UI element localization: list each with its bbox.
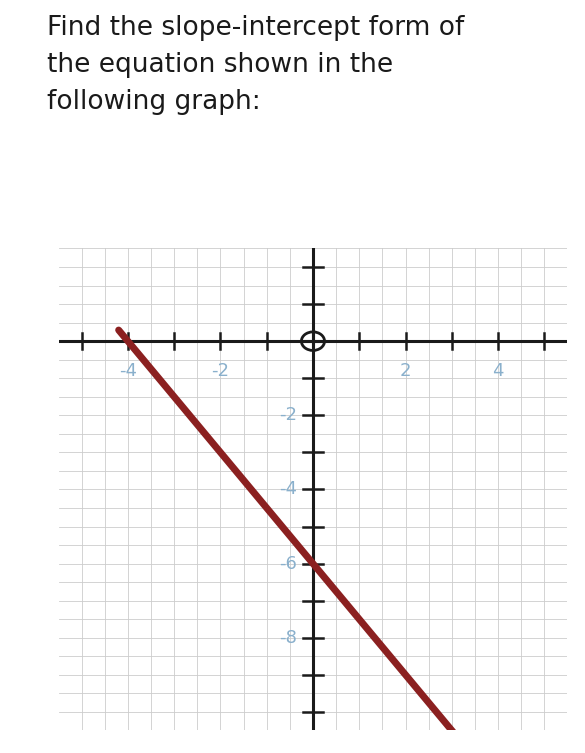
Text: -4: -4: [279, 480, 297, 498]
Text: 2: 2: [400, 361, 411, 380]
Text: -2: -2: [279, 407, 297, 424]
Text: 4: 4: [493, 361, 504, 380]
Text: Find the slope-intercept form of
the equation shown in the
following graph:: Find the slope-intercept form of the equ…: [47, 15, 464, 115]
Text: -6: -6: [279, 555, 297, 572]
Text: -2: -2: [211, 361, 229, 380]
Text: -8: -8: [279, 629, 297, 647]
Text: -4: -4: [119, 361, 137, 380]
